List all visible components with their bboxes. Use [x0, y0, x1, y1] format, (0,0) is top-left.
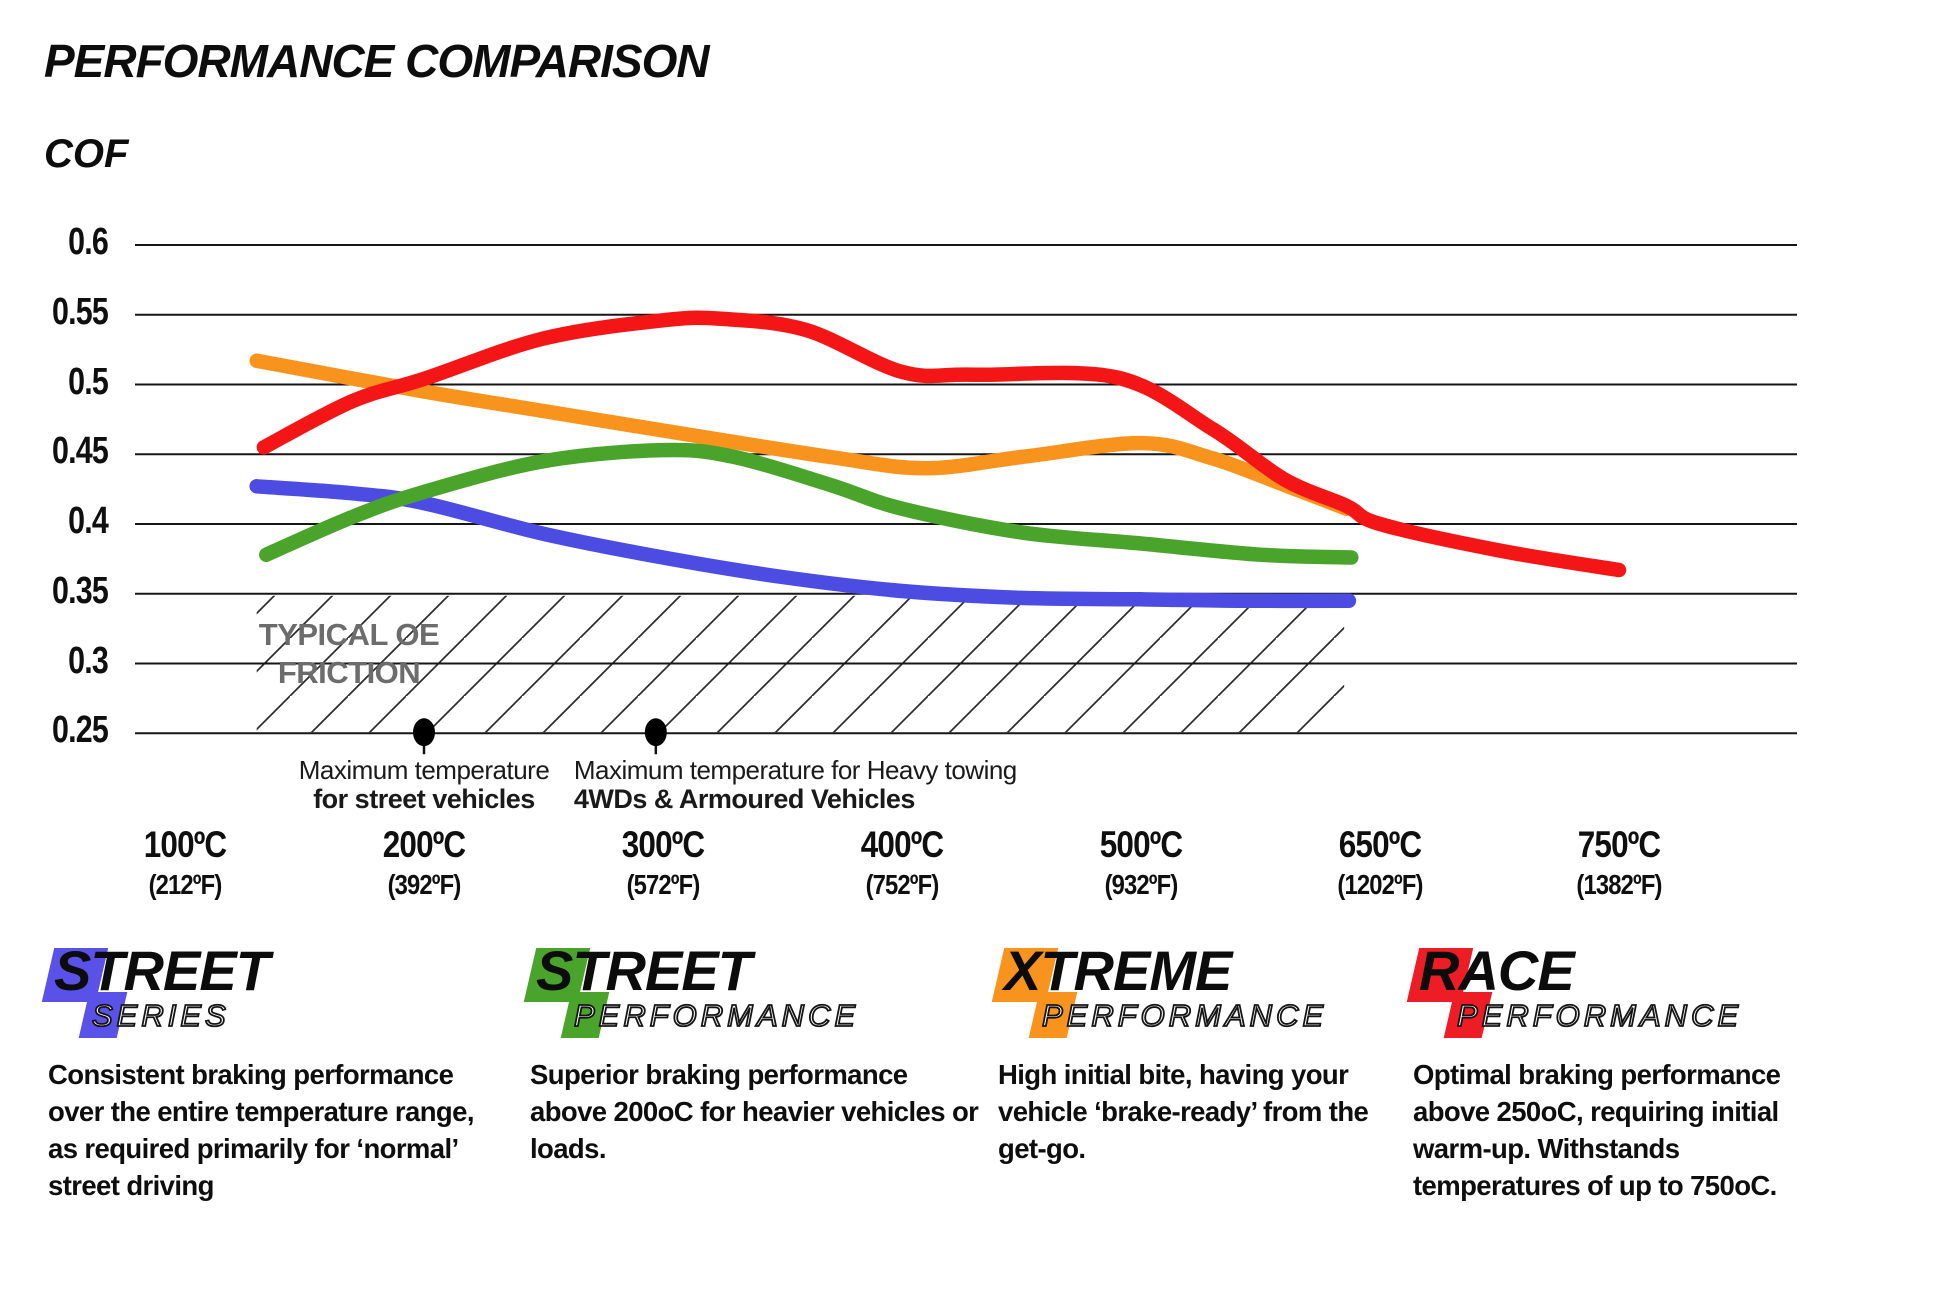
y-tick-label-0.45: 0.45	[52, 430, 109, 473]
annotation-line2: for street vehicles	[313, 784, 535, 814]
x-tick-fahrenheit: (752ºF)	[865, 869, 940, 900]
oe-friction-band-label: TYPICAL OE FRICTION	[256, 616, 442, 692]
logo-word-primary: RACE	[1419, 939, 1575, 1002]
y-tick-label-0.4: 0.4	[68, 500, 109, 542]
annotation-text-2: Maximum temperature for Heavy towing 4WDs…	[574, 756, 1134, 814]
brand-logo: STREET PERFORMANCE	[523, 939, 970, 1054]
brand-logo: XTREME PERFORMANCE	[991, 939, 1438, 1054]
logo-word-primary: XTREME	[1004, 939, 1232, 1002]
x-tick-label-650ºC: 650ºC (1202ºF)	[1270, 824, 1491, 901]
oe-friction-band-line2: FRICTION	[277, 655, 421, 690]
x-tick-celsius: 400ºC	[860, 824, 944, 865]
x-tick-fahrenheit: (392ºF)	[387, 869, 462, 900]
legend-item-street-series: STREET SERIES Consistent braking performan…	[41, 939, 488, 1201]
x-tick-celsius: 500ºC	[1099, 824, 1183, 865]
y-tick-label-0.25: 0.25	[52, 709, 109, 752]
logo-word-primary: STREET	[54, 939, 270, 1002]
y-tick-label-0.3: 0.3	[68, 639, 109, 682]
x-tick-celsius: 750ºC	[1577, 824, 1661, 865]
x-tick-celsius: 650ºC	[1338, 824, 1422, 865]
x-tick-fahrenheit: (1202ºF)	[1337, 869, 1423, 900]
annotation-dot-2	[644, 718, 667, 747]
x-tick-fahrenheit: (572ºF)	[626, 869, 701, 900]
legend-description: Superior braking performance above 200oC…	[530, 1059, 979, 1164]
series-street-performance	[259, 442, 1359, 565]
y-axis-title: COF	[44, 132, 129, 176]
series-xtreme-performance	[249, 353, 1354, 516]
logo-word-secondary: SERIES	[91, 997, 230, 1034]
legend-description: Consistent braking performance over the …	[48, 1059, 474, 1201]
legend-description: Optimal braking performance above 250oC,…	[1413, 1059, 1781, 1201]
annotation-line1: Maximum temperature for Heavy towing	[573, 755, 1017, 785]
x-tick-label-200ºC: 200ºC (392ºF)	[314, 824, 535, 901]
annotation-line2: 4WDs & Armoured Vehicles	[573, 784, 916, 814]
brand-logo: STREET SERIES	[41, 939, 488, 1054]
logo-word-secondary: PERFORMANCE	[1041, 997, 1328, 1034]
series-street-series	[249, 479, 1357, 609]
series-race-performance	[256, 310, 1627, 578]
brand-logo: RACE PERFORMANCE	[1406, 939, 1853, 1054]
x-tick-fahrenheit: (932ºF)	[1104, 869, 1179, 900]
legend-item-race-performance: RACE PERFORMANCE Optimal braking performan…	[1406, 939, 1853, 1201]
x-tick-label-400ºC: 400ºC (752ºF)	[792, 824, 1013, 901]
y-tick-label-0.5: 0.5	[68, 360, 109, 403]
annotation-text-1: Maximum temperature for street vehicles	[194, 756, 654, 814]
logo-word-secondary: PERFORMANCE	[573, 997, 860, 1034]
annotation-line1: Maximum temperature	[298, 755, 550, 785]
x-tick-celsius: 100ºC	[143, 824, 227, 865]
x-tick-celsius: 300ºC	[621, 824, 705, 865]
logo-word-primary: STREET	[536, 939, 752, 1002]
oe-friction-band-line1: TYPICAL OE	[258, 617, 440, 652]
page-title: PERFORMANCE COMPARISON	[44, 35, 710, 87]
legend-item-xtreme-performance: XTREME PERFORMANCE High initial bite, havi…	[991, 939, 1438, 1164]
y-tick-label-0.6: 0.6	[68, 221, 109, 263]
annotation-dot-1	[413, 718, 435, 747]
legend-item-street-performance: STREET PERFORMANCE Superior braking perfor…	[523, 939, 979, 1164]
x-tick-label-300ºC: 300ºC (572ºF)	[553, 824, 774, 901]
legend-description: High initial bite, having your vehicle ‘…	[998, 1059, 1369, 1164]
x-tick-label-100ºC: 100ºC (212ºF)	[75, 824, 296, 901]
y-tick-label-0.55: 0.55	[52, 290, 109, 333]
x-tick-label-750ºC: 750ºC (1382ºF)	[1509, 824, 1730, 901]
x-tick-fahrenheit: (212ºF)	[148, 869, 223, 900]
y-tick-label-0.35: 0.35	[52, 569, 109, 612]
x-tick-label-500ºC: 500ºC (932ºF)	[1031, 824, 1252, 901]
logo-word-secondary: PERFORMANCE	[1456, 997, 1743, 1034]
x-tick-celsius: 200ºC	[382, 824, 466, 865]
x-tick-fahrenheit: (1382ºF)	[1576, 869, 1662, 900]
